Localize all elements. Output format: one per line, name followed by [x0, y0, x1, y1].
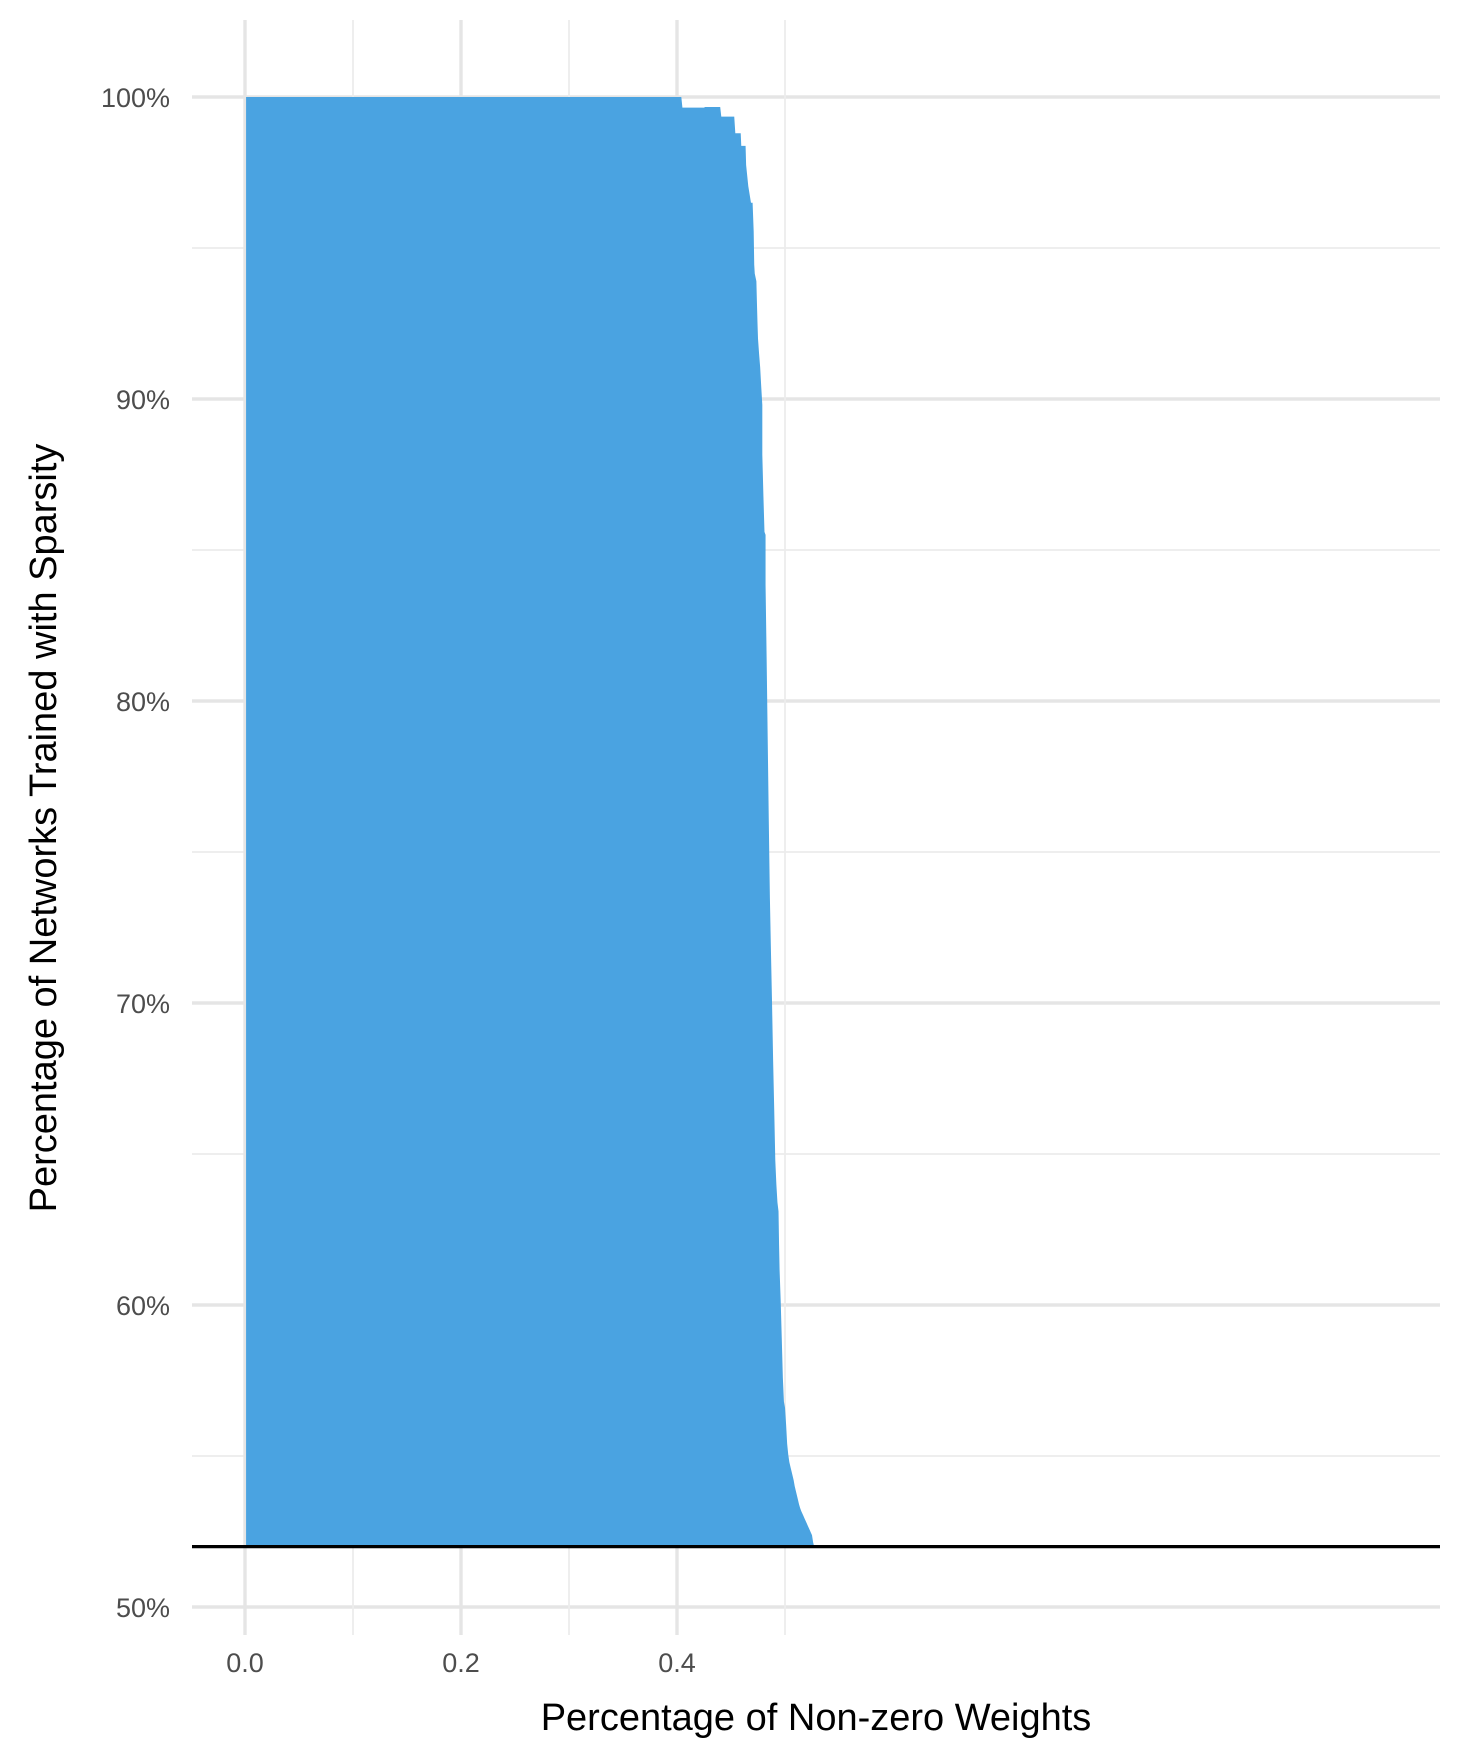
x-axis-title: Percentage of Non-zero Weights [541, 1697, 1092, 1739]
area-layer [246, 97, 815, 1547]
y-axis-title: Percentage of Networks Trained with Spar… [23, 444, 65, 1213]
y-tick-label: 80% [116, 687, 170, 717]
y-tick-label: 90% [116, 385, 170, 415]
y-axis-ticks: 50% 60% 70% 80% 90% 100% [101, 83, 170, 1623]
x-tick-label: 0.0 [226, 1648, 264, 1678]
area-series [246, 97, 815, 1547]
y-tick-label: 70% [116, 989, 170, 1019]
y-tick-label: 50% [116, 1593, 170, 1623]
x-tick-label: 0.4 [658, 1648, 696, 1678]
y-tick-label: 100% [101, 83, 170, 113]
y-tick-label: 60% [116, 1291, 170, 1321]
x-axis-ticks: 0.0 0.2 0.4 [226, 1648, 696, 1678]
x-tick-label: 0.2 [442, 1648, 480, 1678]
